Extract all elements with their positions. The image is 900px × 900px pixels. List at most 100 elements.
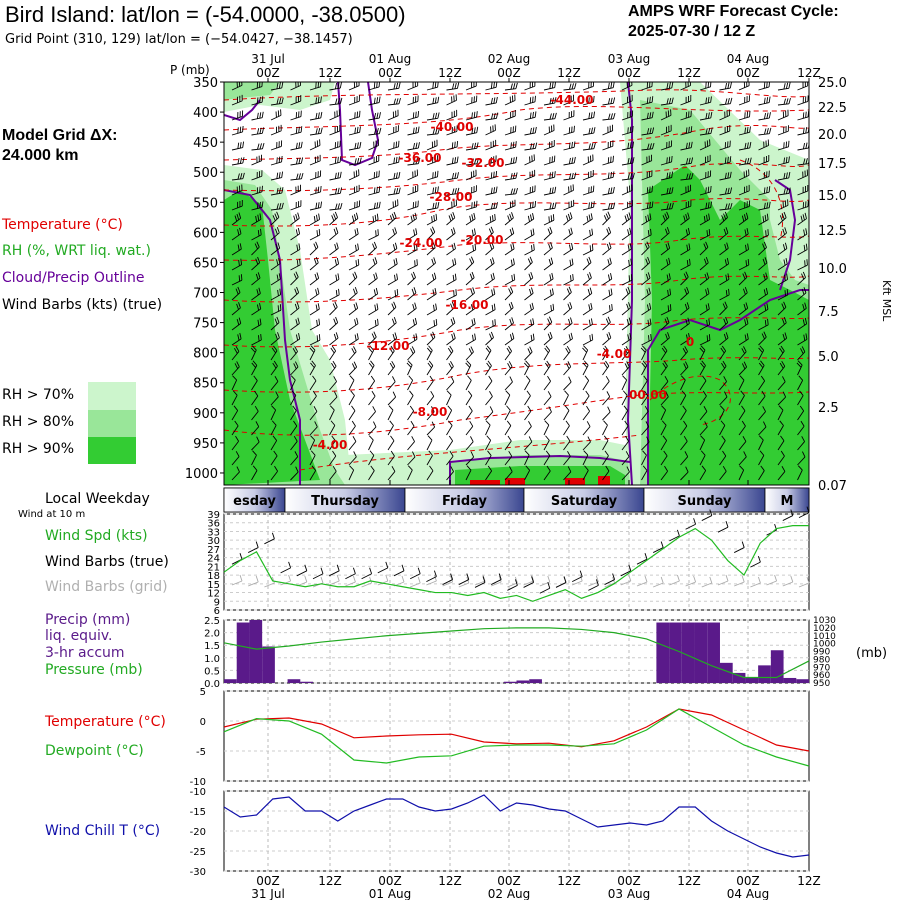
grid-wind-barb <box>248 575 259 587</box>
wind-barb <box>504 376 513 391</box>
svg-text:Saturday: Saturday <box>551 494 618 509</box>
wind-barb <box>660 405 667 421</box>
model-grid-value: 24.000 km <box>2 147 79 164</box>
wind-barb <box>543 97 557 106</box>
wind-barb <box>719 109 730 121</box>
kft-tick-label: 12.5 <box>818 224 847 239</box>
isotherm-label: -36.00 <box>399 151 442 165</box>
wind-barb <box>680 405 687 421</box>
wind-barb <box>602 303 613 316</box>
grid-wind-barb <box>329 574 340 586</box>
isotherm-label: -40.00 <box>431 120 474 134</box>
wind-barb <box>387 316 397 331</box>
wind-barb <box>758 139 769 151</box>
wind-barb <box>465 95 478 106</box>
wind-barb <box>504 141 517 151</box>
wind-barb <box>231 125 244 136</box>
wind-barb <box>426 272 437 286</box>
wind-barb <box>406 360 413 376</box>
wind-barb <box>797 271 806 286</box>
wind-barb <box>719 97 733 106</box>
surface-wind-barb <box>393 564 405 577</box>
precip-bar <box>783 677 797 683</box>
wind-barb <box>485 375 493 391</box>
wind-barb <box>524 465 531 481</box>
wind-barb <box>270 391 279 406</box>
wind-barb <box>329 391 338 406</box>
wind-barb <box>290 157 304 166</box>
wind-barb <box>680 184 692 196</box>
wind-barb <box>621 172 635 181</box>
wind-barb <box>563 199 575 211</box>
wind-barb <box>465 346 474 361</box>
kft-tick-label: 2.5 <box>818 401 839 416</box>
wind-barb <box>290 126 303 136</box>
surface-wind-barb <box>555 576 567 588</box>
wind-barb <box>446 199 457 211</box>
top-time-tick: 12Z <box>557 66 581 80</box>
wind-barb <box>407 287 417 301</box>
wind-barb <box>680 346 688 361</box>
pressure-tick: 960 <box>813 671 830 681</box>
wind-barb <box>407 95 419 106</box>
wind-barb <box>680 243 691 256</box>
wind-barb <box>563 82 577 91</box>
wind-barb <box>758 213 769 226</box>
surface-wind-barb <box>296 564 308 577</box>
wind-barb <box>348 451 357 466</box>
wind-barb <box>270 450 278 466</box>
pressure-unit-label: (mb) <box>856 646 887 661</box>
wind-barb <box>582 244 594 256</box>
wind-speed-tick: 27 <box>207 545 220 556</box>
wind-barb <box>231 466 240 481</box>
precip-bar <box>796 679 809 683</box>
wind-barb <box>797 82 809 91</box>
wind-barb <box>680 212 690 226</box>
wind-barb <box>270 97 284 106</box>
wind-barb <box>738 228 749 241</box>
wind-barb <box>231 390 238 406</box>
wind-chill-tick: -15 <box>190 807 206 818</box>
wind-barb <box>465 333 476 346</box>
wind-barb <box>797 302 807 316</box>
wind-barb <box>270 109 282 121</box>
wind-barb <box>485 213 496 226</box>
precip-bar <box>707 622 720 683</box>
wind-barb <box>348 271 358 286</box>
surface-wind-barb <box>377 561 389 574</box>
wind-barb <box>485 303 496 316</box>
wind-barb <box>777 420 784 436</box>
wind-barb <box>309 241 319 256</box>
wind-barb <box>290 243 301 256</box>
wind-barb <box>446 211 456 226</box>
wind-barb <box>368 331 377 346</box>
surface-wind-barb <box>523 576 535 588</box>
isotherm-label: -4.00 <box>597 347 632 361</box>
wind-barb <box>641 241 650 256</box>
bottom-date-label: 04 Aug <box>727 887 770 900</box>
wind-barb <box>543 214 555 226</box>
wind-speed-tick: 12 <box>207 589 220 600</box>
wind-barb <box>465 243 477 256</box>
bottom-time-tick: 12Z <box>557 874 581 888</box>
wind-barb <box>485 319 496 331</box>
wind-barb <box>485 331 494 346</box>
wind-barb <box>582 405 591 421</box>
wind-barb <box>758 375 766 391</box>
wind-barb <box>582 465 589 481</box>
wind-barb <box>290 172 304 181</box>
wind-barb <box>407 126 420 136</box>
wind-barb <box>407 82 419 91</box>
precip-bar <box>719 662 733 683</box>
surface-wind-barb <box>426 570 437 583</box>
wind-barb <box>699 272 710 286</box>
wind-barb <box>387 405 394 421</box>
wind-barb <box>504 420 512 436</box>
weekday-cell: M <box>764 487 810 513</box>
wind-barb <box>309 318 321 331</box>
kft-tick-label: 0.07 <box>818 479 847 494</box>
wind-chill-line <box>223 794 810 858</box>
wind-barb <box>797 228 808 241</box>
wind-barb <box>368 421 377 436</box>
pressure-tick-label: 750 <box>193 317 218 332</box>
